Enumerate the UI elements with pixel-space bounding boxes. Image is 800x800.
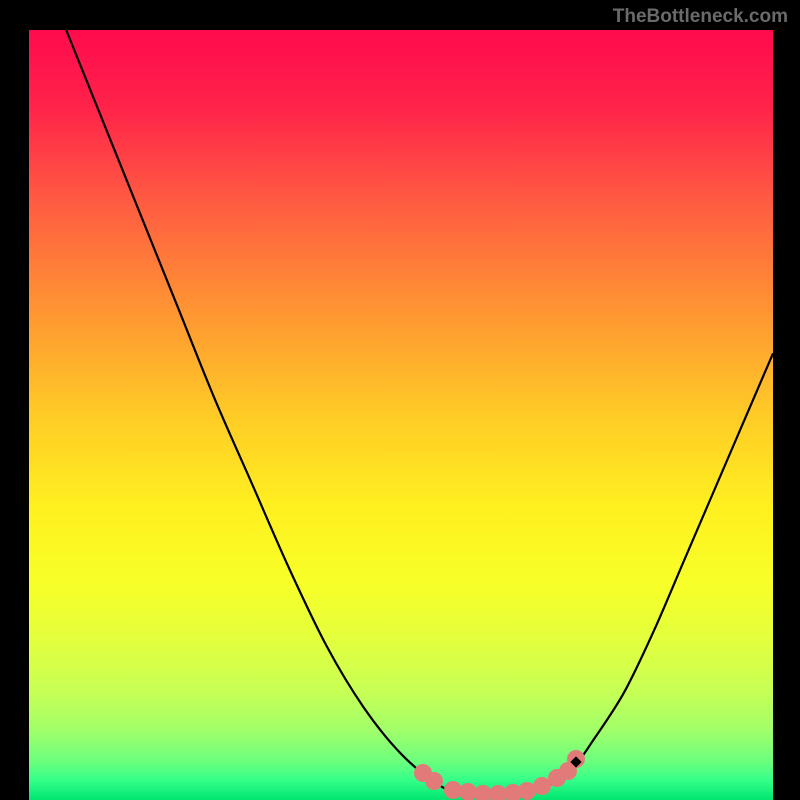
plot-area xyxy=(29,30,773,800)
chart-container: TheBottleneck.com xyxy=(0,0,800,800)
watermark-text: TheBottleneck.com xyxy=(613,6,788,28)
curve-layer xyxy=(29,30,773,800)
bottleneck-curve xyxy=(66,30,773,793)
